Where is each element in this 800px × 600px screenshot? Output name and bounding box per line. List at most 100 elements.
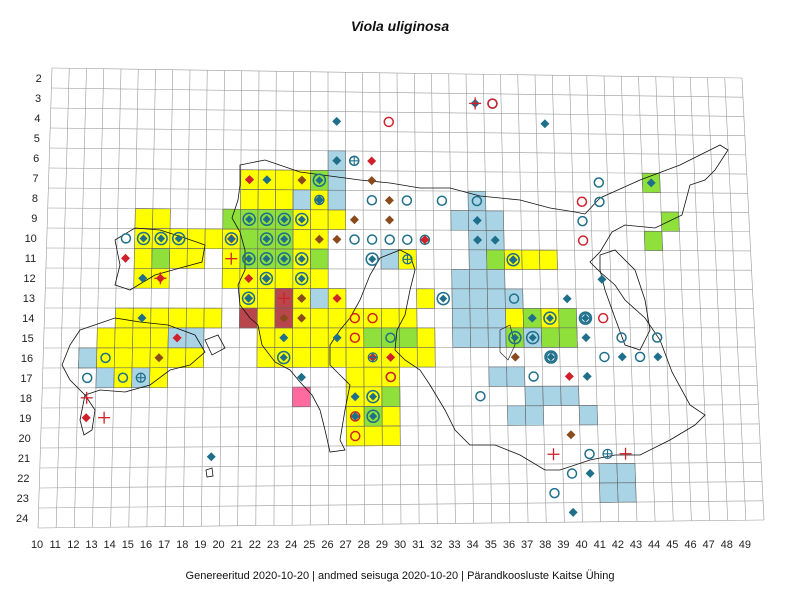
grid-cell-blue[interactable] bbox=[524, 385, 544, 407]
grid-cell-yellow[interactable] bbox=[345, 327, 365, 348]
grid-cell-yellow[interactable] bbox=[327, 307, 347, 329]
occurrence-circle-diamond-marker[interactable] bbox=[259, 271, 274, 286]
occurrence-teal-circle-marker[interactable] bbox=[475, 390, 486, 402]
occurrence-brown-diamond-marker[interactable] bbox=[297, 175, 307, 185]
occurrence-brown-diamond-marker[interactable] bbox=[297, 293, 307, 303]
occurrence-teal-diamond-marker[interactable] bbox=[138, 273, 148, 283]
occurrence-circle-diamond-marker[interactable] bbox=[224, 232, 239, 246]
occurrence-teal-diamond-marker[interactable] bbox=[314, 195, 324, 205]
grid-cell-green[interactable] bbox=[310, 248, 329, 270]
occurrence-brown-diamond-marker[interactable] bbox=[384, 195, 394, 205]
occurrence-circle-plus-marker[interactable] bbox=[349, 155, 360, 166]
occurrence-red-circle-marker[interactable] bbox=[367, 312, 378, 324]
grid-cell-yellow[interactable] bbox=[240, 189, 259, 210]
occurrence-teal-circle-marker[interactable] bbox=[545, 351, 557, 363]
occurrence-teal-circle-marker[interactable] bbox=[508, 293, 520, 304]
occurrence-teal-diamond-marker[interactable] bbox=[332, 333, 342, 343]
occurrence-teal-circle-marker[interactable] bbox=[599, 351, 610, 363]
occurrence-circle-diamond-marker[interactable] bbox=[277, 232, 291, 246]
grid-cell-yellow[interactable] bbox=[134, 208, 154, 229]
grid-cell-yellow[interactable] bbox=[96, 327, 116, 349]
occurrence-teal-circle-marker[interactable] bbox=[349, 234, 360, 245]
grid-cell-yellow[interactable] bbox=[275, 169, 294, 191]
occurrence-teal-diamond-marker[interactable] bbox=[490, 235, 500, 245]
grid-cell-yellow[interactable] bbox=[292, 229, 311, 250]
occurrence-circle-diamond-marker[interactable] bbox=[154, 231, 168, 246]
grid-cell-green[interactable] bbox=[558, 327, 578, 348]
occurrence-teal-circle-marker[interactable] bbox=[402, 234, 413, 245]
grid-cell-green[interactable] bbox=[151, 248, 171, 269]
occurrence-red-circle-marker[interactable] bbox=[349, 332, 361, 344]
occurrence-teal-diamond-marker[interactable] bbox=[137, 313, 147, 323]
occurrence-red-circle-marker[interactable] bbox=[385, 371, 397, 383]
occurrence-circle-diamond-marker[interactable] bbox=[508, 330, 522, 345]
grid-cell-yellow[interactable] bbox=[363, 366, 383, 388]
occurrence-circle-diamond-marker[interactable] bbox=[365, 252, 379, 266]
occurrence-circle-diamond-marker[interactable] bbox=[294, 252, 309, 266]
occurrence-red-diamond-marker[interactable] bbox=[172, 333, 182, 343]
grid-cell-yellow[interactable] bbox=[187, 228, 206, 249]
occurrence-teal-circle-marker[interactable] bbox=[401, 195, 413, 206]
occurrence-teal-circle-marker[interactable] bbox=[366, 234, 378, 245]
grid-cell-yellow[interactable] bbox=[327, 347, 347, 368]
occurrence-teal-circle-marker[interactable] bbox=[566, 468, 578, 479]
grid-cell-yellow[interactable] bbox=[149, 327, 169, 349]
grid-cell-yellow[interactable] bbox=[539, 249, 558, 270]
grid-cell-blue[interactable] bbox=[310, 288, 329, 309]
grid-cell-blue[interactable] bbox=[451, 308, 471, 329]
occurrence-red-diamond-marker[interactable] bbox=[121, 253, 131, 263]
grid-cell-yellow[interactable] bbox=[310, 307, 329, 329]
grid-cell-blue[interactable] bbox=[488, 366, 508, 387]
grid-cell-green[interactable] bbox=[398, 327, 418, 348]
grid-cell-blue[interactable] bbox=[451, 268, 470, 290]
grid-cell-yellow[interactable] bbox=[152, 208, 171, 229]
grid-cell-yellow[interactable] bbox=[274, 268, 294, 289]
grid-cell-yellow[interactable] bbox=[169, 248, 188, 269]
grid-cell-blue[interactable] bbox=[380, 249, 400, 270]
occurrence-circle-diamond-marker[interactable] bbox=[259, 252, 274, 266]
grid-cell-blue[interactable] bbox=[78, 347, 98, 369]
grid-cell-green[interactable] bbox=[381, 386, 401, 407]
grid-cell-yellow[interactable] bbox=[345, 425, 365, 447]
grid-cell-yellow[interactable] bbox=[363, 307, 382, 329]
grid-cell-yellow[interactable] bbox=[381, 366, 401, 388]
grid-cell-yellow[interactable] bbox=[505, 308, 524, 329]
occurrence-circle-diamond-marker[interactable] bbox=[295, 212, 309, 227]
occurrence-teal-diamond-marker[interactable] bbox=[473, 235, 483, 245]
grid-cell-yellow[interactable] bbox=[257, 288, 276, 309]
occurrence-teal-circle-marker[interactable] bbox=[594, 196, 605, 208]
occurrence-circle-diamond-marker[interactable] bbox=[259, 212, 274, 227]
grid-cell-blue[interactable] bbox=[485, 210, 505, 231]
occurrence-red-circle-marker[interactable] bbox=[576, 196, 588, 207]
occurrence-teal-circle-marker[interactable] bbox=[651, 332, 663, 343]
grid-cell-blue[interactable] bbox=[578, 405, 598, 426]
grid-cell-yellow[interactable] bbox=[327, 209, 347, 230]
grid-cell-darkred[interactable] bbox=[239, 307, 258, 329]
occurrence-circle-diamond-marker[interactable] bbox=[543, 311, 557, 325]
occurrence-circle-diamond-marker[interactable] bbox=[276, 350, 291, 365]
grid-cell-blue[interactable] bbox=[598, 463, 618, 484]
occurrence-brown-diamond-marker[interactable] bbox=[297, 313, 307, 323]
occurrence-teal-diamond-marker[interactable] bbox=[585, 468, 595, 478]
grid-cell-yellow[interactable] bbox=[345, 347, 365, 368]
grid-cell-yellow[interactable] bbox=[310, 347, 329, 368]
grid-cell-yellow[interactable] bbox=[363, 425, 383, 447]
occurrence-plus-marker[interactable] bbox=[80, 391, 93, 404]
occurrence-plus-marker[interactable] bbox=[469, 97, 482, 110]
occurrence-teal-diamond-marker[interactable] bbox=[568, 507, 578, 517]
occurrence-red-circle-marker[interactable] bbox=[383, 116, 395, 128]
grid-cell-blue[interactable] bbox=[616, 463, 636, 484]
grid-cell-blue[interactable] bbox=[451, 288, 471, 309]
occurrence-red-diamond-marker[interactable] bbox=[420, 235, 430, 245]
grid-cell-yellow[interactable] bbox=[186, 248, 206, 269]
occurrence-teal-circle-marker[interactable] bbox=[366, 195, 378, 206]
occurrence-red-diamond-marker[interactable] bbox=[386, 352, 396, 362]
occurrence-teal-diamond-marker[interactable] bbox=[472, 216, 482, 226]
occurrence-circle-plus-marker[interactable] bbox=[402, 254, 413, 265]
occurrence-circle-diamond-marker[interactable] bbox=[366, 389, 380, 404]
occurrence-circle-plus-marker[interactable] bbox=[602, 448, 613, 460]
occurrence-teal-circle-marker[interactable] bbox=[384, 234, 395, 245]
occurrence-circle-diamond-marker[interactable] bbox=[136, 231, 151, 246]
grid-cell-blue[interactable] bbox=[487, 288, 506, 309]
